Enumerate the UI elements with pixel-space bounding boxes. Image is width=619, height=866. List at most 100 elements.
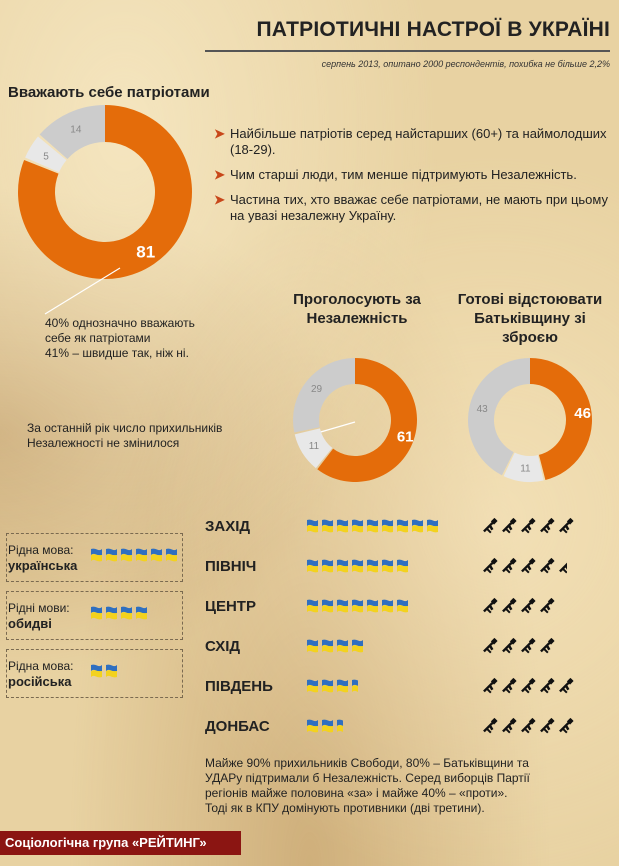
rifle-icon [501,717,518,735]
language-value: російська [8,674,72,689]
ukraine-flag-icon [321,719,334,733]
ukraine-flag-icon [120,606,133,620]
rifle-icon [501,637,518,655]
donut-slice [25,136,67,173]
ukraine-flag-icon [426,519,439,533]
ukraine-flag-icon [351,519,364,533]
note-line: 41% – швидше так, ніж ні. [45,346,189,360]
language-caption: Рідна мова: [8,659,74,673]
region-flags [306,559,411,573]
region-rifles [482,717,577,735]
donut-slice [317,358,417,482]
rifle-icon [558,517,575,535]
page-title: ПАТРІОТИЧНІ НАСТРОЇ В УКРАЇНІ [256,18,610,41]
rifle-icon [520,717,537,735]
ukraine-flag-icon [306,519,319,533]
ukraine-flag-icon [321,639,334,653]
title-line: Батьківщину зі [474,310,586,327]
region-name: ЦЕНТР [205,598,256,615]
summary-line: Майже 90% прихильників Свободи, 80% – Ба… [205,756,529,770]
rifle-icon [520,677,537,695]
donut-slice [530,358,592,481]
ukraine-flag-icon [120,548,133,562]
ukraine-flag-icon [321,599,334,613]
ukraine-flag-icon [336,679,349,693]
donut-value-label: 5 [43,152,49,163]
donut-slice [17,105,192,279]
patriots-donut-chart: 81 5 14 [17,105,192,279]
language-flags [90,606,150,620]
region-name: ПІВНІЧ [205,558,257,575]
rifle-icon [482,717,499,735]
bullet-text: Найбільше патріотів серед найстарших (60… [230,126,607,157]
ukraine-flag-icon [90,548,103,562]
rifle-icon [539,717,556,735]
rifle-icon [558,677,575,695]
rifle-icon [520,517,537,535]
region-rifles [482,637,558,655]
ukraine-flag-icon [306,639,319,653]
ukraine-flag-icon [321,679,334,693]
independence-note: За останній рік число прихильників Незал… [27,421,287,451]
note-line: себе як патріотами [45,331,151,345]
rifle-icon [558,717,575,735]
ukraine-flag-icon [351,559,364,573]
language-label: Рідна мова: українська [8,543,77,574]
note-line: 40% однозначно вважають [45,316,195,330]
ukraine-flag-icon [90,606,103,620]
ukraine-flag-icon [396,519,409,533]
donut-value-label: 11 [309,441,320,452]
weapon-title: Готові відстоювати Батьківщину зі зброєю [445,290,615,347]
ukraine-flag-icon [396,559,409,573]
ukraine-flag-icon [336,719,343,733]
language-value: обидві [8,616,52,631]
region-rifles [482,597,558,615]
ukraine-flag-icon [105,606,118,620]
ukraine-flag-icon [336,559,349,573]
donut-value-label: 61 [397,429,414,446]
ukraine-flag-icon [351,679,358,693]
donut-value-label: 43 [477,404,489,415]
region-flags [306,719,345,733]
ukraine-flag-icon [336,519,349,533]
bullet-text: Частина тих, хто вважає себе патріотами,… [230,192,608,223]
rifle-icon [520,557,537,575]
language-box [6,649,183,698]
donut-value-label: 14 [70,125,82,136]
bullet-item: ➤ Найбільше патріотів серед найстарших (6… [214,126,614,158]
ukraine-flag-icon [366,599,379,613]
ukraine-flag-icon [165,548,178,562]
region-flags [306,519,441,533]
rifle-icon [539,597,556,615]
arrow-icon: ➤ [214,192,225,207]
ukraine-flag-icon [321,559,334,573]
patriots-title: Вважають себе патріотами [8,84,210,101]
bullet-item: ➤ Чим старші люди, тим менше підтримують … [214,167,614,183]
donut-value-label: 46 [574,405,591,422]
summary-line: Тоді як в КПУ домінують противники (дві … [205,801,485,815]
summary-line: УДАРу підтримали б Незалежність. Серед в… [205,771,530,785]
title-divider [205,50,610,52]
ukraine-flag-icon [306,559,319,573]
title-line: Готові відстоювати [457,291,603,308]
patriots-bullets: ➤ Найбільше патріотів серед найстарших (6… [214,126,614,233]
rifle-icon [539,637,556,655]
donut-slice [293,358,355,433]
ukraine-flag-icon [411,519,424,533]
ukraine-flag-icon [381,519,394,533]
region-flags [306,639,366,653]
region-name: ДОНБАС [205,718,270,735]
title-line: зброєю [502,329,558,346]
rifle-icon [482,677,499,695]
independence-title: Проголосують за Незалежність [282,290,432,328]
rifle-icon [501,557,518,575]
language-flags [90,548,180,562]
ukraine-flag-icon [351,599,364,613]
language-box [6,533,183,582]
independence-donut-chart: 61 11 29 [293,358,417,482]
language-caption: Рідна мова: [8,543,74,557]
ukraine-flag-icon [396,599,409,613]
footer-brand: Соціологічна група «РЕЙТИНГ» [0,831,241,855]
ukraine-flag-icon [381,559,394,573]
language-flags [90,664,120,678]
